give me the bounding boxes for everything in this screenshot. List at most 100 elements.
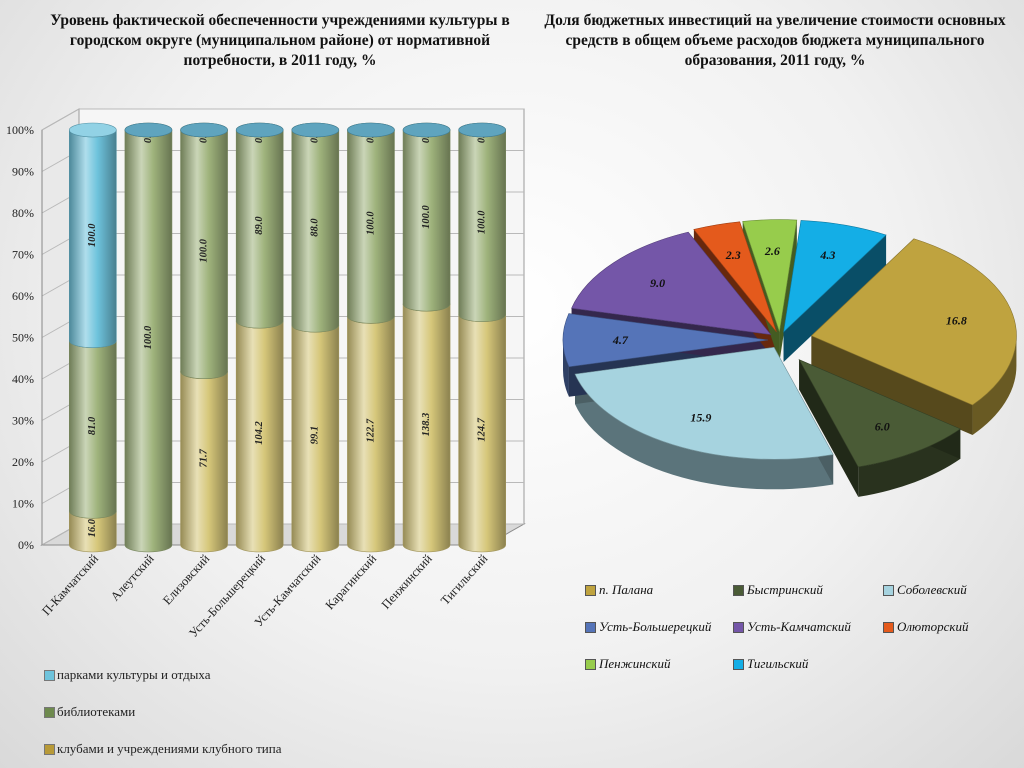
legend-label-libraries: библиотеками: [57, 704, 136, 719]
pie-legend-item: Олюторский: [883, 619, 1013, 635]
pie-slice: [783, 220, 887, 333]
legend-item-parks: парками культуры и отдыха: [44, 667, 211, 683]
pie-legend-label: Усть-Камчатский: [747, 619, 851, 634]
y-tick-label: 0%: [18, 538, 34, 552]
x-category-label: П-Камчатский: [39, 551, 101, 618]
legend-label-parks: парками культуры и отдыха: [57, 667, 211, 682]
bar-data-label: 88.0: [310, 218, 321, 237]
pie-slice-wall: [799, 359, 859, 497]
gridline: [41, 108, 524, 131]
pie-data-label: 4.7: [612, 333, 629, 347]
pie-slice: [693, 221, 777, 333]
x-category-label: Алеутский: [108, 551, 157, 603]
pie-legend-swatch: [883, 621, 894, 633]
legend-swatch-libraries: [44, 706, 55, 718]
legend-item-libraries: библиотеками: [44, 704, 135, 720]
y-tick-label: 90%: [12, 165, 34, 179]
pie-legend-item: Усть-Камчатский: [733, 619, 883, 635]
pie-legend-item: Тигильский: [733, 656, 883, 672]
pie-legend-item: Соболевский: [883, 582, 1013, 598]
pie-slice: [562, 313, 769, 368]
pie-slice-rim: [574, 374, 834, 490]
bar-data-label: 100.0: [421, 205, 432, 229]
bar-data-label: 100.0: [365, 211, 376, 235]
bar-chart-title: Уровень фактической обеспеченности учреж…: [50, 12, 510, 69]
pie-legend-item: Пенжинский: [585, 656, 733, 672]
pie-legend-swatch: [733, 621, 744, 633]
y-tick-label: 80%: [12, 206, 34, 220]
pie-data-label: 2.6: [764, 244, 780, 258]
pie-slice-wall: [779, 220, 797, 362]
x-category-label: Елизовский: [160, 551, 212, 607]
pie-slice: [742, 219, 798, 332]
pie-slice: [571, 231, 772, 336]
pie-legend-label: Олюторский: [897, 619, 969, 634]
pie-slice: [798, 359, 961, 468]
pie-legend-swatch: [733, 658, 744, 670]
bar-data-label: 104.2: [254, 421, 265, 445]
pie-data-label: 16.8: [946, 313, 967, 327]
bar-segment-cap: [69, 122, 117, 138]
pie-legend-label: п. Палана: [599, 582, 654, 597]
legend-swatch-clubs: [44, 743, 55, 755]
pie-legend-swatch: [733, 584, 744, 596]
pie-slice-rim: [972, 335, 1017, 435]
y-tick-label: 20%: [12, 455, 34, 469]
pie-legend-label: Пенжинский: [599, 656, 671, 671]
bar-empty-cap: [291, 122, 340, 138]
pie-legend-item: п. Палана: [585, 582, 733, 598]
legend-label-clubs: клубами и учреждениями клубного типа: [57, 741, 282, 756]
y-tick-label: 40%: [12, 372, 34, 386]
pie-slice: [810, 238, 1017, 406]
pie-data-label: 15.9: [690, 410, 711, 424]
pie-legend-swatch: [585, 584, 596, 596]
pie-slice: [574, 346, 834, 460]
pie-legend-item: Быстринский: [733, 582, 883, 598]
bar-empty-cap: [180, 122, 228, 138]
pie-legend-swatch: [585, 658, 596, 670]
pie-legend-item: Усть-Большерецкий: [585, 619, 733, 635]
y-tick-label: 10%: [12, 497, 34, 511]
bar-data-label: 81.0: [87, 416, 98, 435]
bar-data-label: 138.3: [421, 413, 432, 437]
bar-data-label: 71.7: [198, 448, 209, 467]
pie-data-label: 2.3: [725, 248, 741, 262]
legend-swatch-parks: [44, 669, 55, 681]
bar-data-label: 124.7: [477, 417, 488, 441]
pie-chart-title: Доля бюджетных инвестиций на увеличение …: [544, 12, 1006, 69]
x-category-label: Пенжинский: [379, 551, 435, 611]
pie-data-label: 9.0: [650, 276, 665, 290]
pie-legend-label: Усть-Большерецкий: [599, 619, 712, 634]
bar-data-label: 16.0: [87, 518, 98, 537]
bar-data-label: 100.0: [143, 325, 154, 349]
bar-empty-cap: [347, 122, 395, 138]
pie-slice-wall: [811, 335, 973, 435]
pie-data-label: 4.3: [819, 248, 835, 262]
bar-empty-cap: [402, 122, 451, 138]
y-tick-label: 70%: [12, 248, 34, 262]
bar-data-label: 99.1: [310, 426, 321, 444]
legend-item-clubs: клубами и учреждениями клубного типа: [44, 741, 282, 757]
bar-empty-cap: [458, 122, 506, 138]
pie-legend-swatch: [585, 621, 596, 633]
y-tick-label: 30%: [12, 414, 34, 428]
bar-data-label: 89.0: [254, 216, 265, 235]
pie-legend-swatch: [883, 584, 894, 596]
bar-data-label: 100.0: [198, 238, 209, 262]
pie-legend-label: Тигильский: [747, 656, 809, 671]
pie-slice-wall: [783, 234, 887, 362]
x-category-label: Тигильский: [438, 551, 491, 607]
y-tick-label: 100%: [6, 123, 34, 137]
pie-legend-label: Быстринский: [747, 582, 823, 597]
bar-data-label: 122.7: [365, 418, 376, 442]
y-tick-label: 50%: [12, 331, 34, 345]
x-category-label: Карагинский: [323, 551, 380, 612]
bar-empty-cap: [124, 122, 173, 138]
bar-empty-cap: [235, 122, 284, 138]
pie-data-label: 6.0: [875, 419, 890, 433]
pie-legend-label: Соболевский: [897, 582, 967, 597]
y-tick-label: 60%: [12, 289, 34, 303]
bar-data-label: 100.0: [87, 223, 98, 247]
bar-data-label: 100.0: [477, 210, 488, 234]
